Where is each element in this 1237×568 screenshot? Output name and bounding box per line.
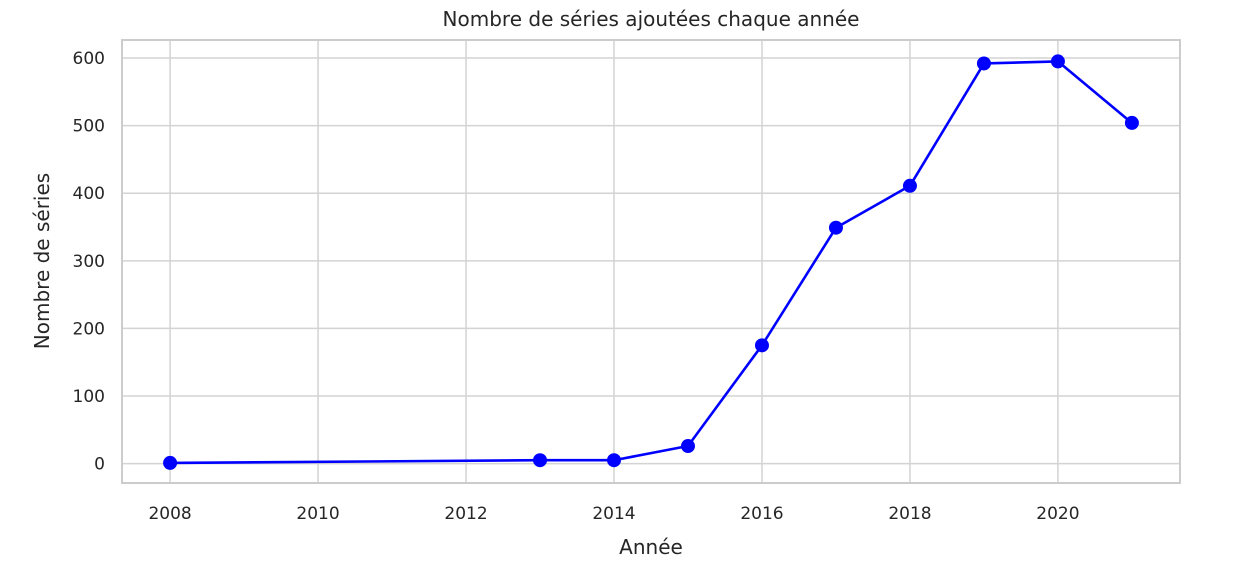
data-point	[976, 56, 991, 71]
series-line	[170, 60, 1133, 465]
chart-title: Nombre de séries ajoutées chaque année	[443, 7, 860, 31]
data-point	[754, 338, 769, 353]
y-axis-ticks: 0 100 200 300 400 500 600	[73, 49, 105, 475]
data-point	[1124, 115, 1139, 130]
y-tick-label: 200	[73, 319, 105, 339]
x-axis-ticks: 2008 2010 2012 2014 2016 2018 2020	[148, 504, 1079, 524]
y-tick-label: 400	[73, 184, 105, 204]
x-axis-label: Année	[619, 535, 683, 559]
data-point	[680, 439, 695, 454]
x-tick-label: 2016	[740, 504, 783, 524]
x-tick-label: 2018	[888, 504, 931, 524]
data-point	[533, 453, 548, 468]
x-tick-label: 2020	[1036, 504, 1079, 524]
grid	[122, 40, 1180, 483]
x-tick-label: 2012	[444, 504, 487, 524]
y-tick-label: 600	[73, 49, 105, 69]
x-tick-label: 2010	[296, 504, 339, 524]
y-tick-label: 500	[73, 117, 105, 137]
data-point	[607, 453, 622, 468]
y-tick-label: 300	[73, 252, 105, 272]
data-point	[828, 220, 843, 235]
y-tick-label: 100	[73, 387, 105, 407]
plot-frame	[121, 39, 1181, 484]
x-tick-label: 2014	[592, 504, 635, 524]
y-axis-label: Nombre de séries	[30, 173, 54, 349]
data-point	[902, 178, 917, 193]
series-layer	[163, 54, 1139, 470]
data-point	[1050, 54, 1065, 69]
y-tick-label: 0	[94, 455, 105, 475]
x-tick-label: 2008	[148, 504, 191, 524]
data-point	[163, 455, 178, 470]
